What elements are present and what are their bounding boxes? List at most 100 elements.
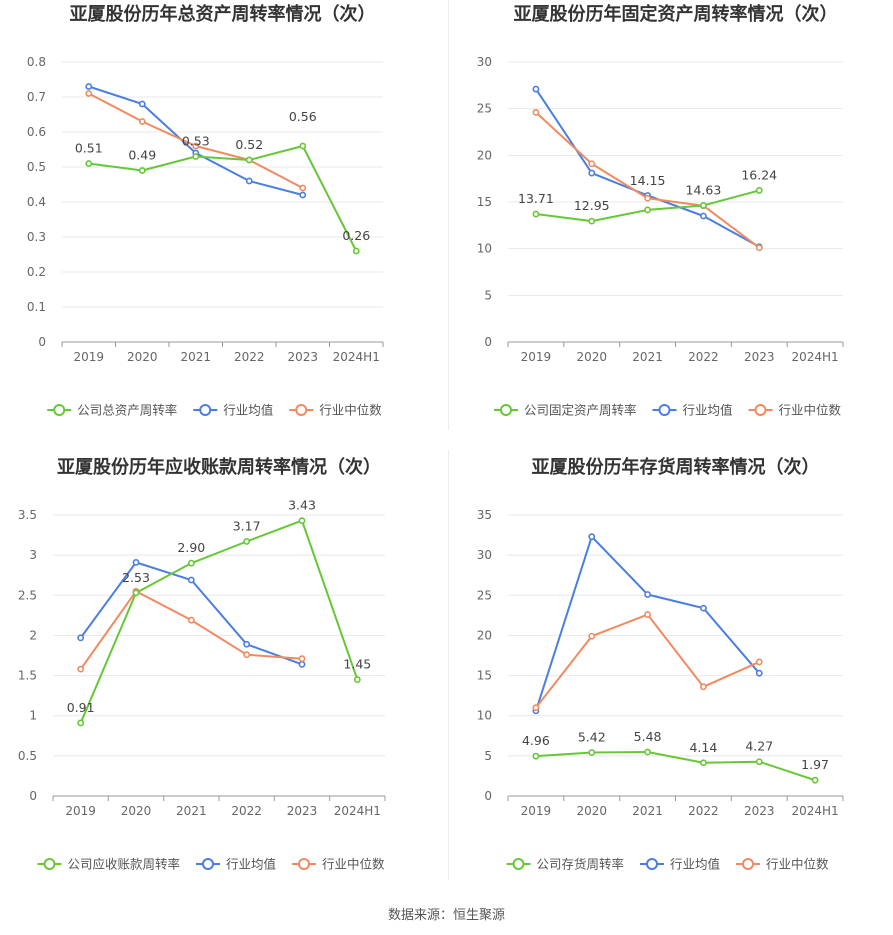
data-point-industry_median[interactable] (532, 704, 540, 712)
data-point-industry_median[interactable] (700, 683, 707, 691)
data-point-industry_median[interactable] (644, 194, 651, 202)
x-tick-label: 2020 (576, 350, 607, 364)
y-tick-label: 5 (484, 749, 492, 763)
data-point-industry_avg[interactable] (644, 591, 651, 598)
legend-label: 行业中位数 (779, 403, 842, 418)
data-label: 0.26 (342, 228, 370, 243)
legend-swatch-marker (202, 858, 214, 870)
y-tick-label: 0.7 (27, 90, 46, 104)
data-point-industry_median[interactable] (755, 658, 763, 666)
data-point-company[interactable] (132, 589, 140, 597)
data-label: 4.96 (522, 733, 550, 748)
data-point-company[interactable] (192, 153, 200, 160)
data-point-industry_median[interactable] (755, 244, 763, 252)
data-label: 14.15 (630, 173, 666, 188)
data-point-company[interactable] (588, 749, 596, 756)
data-point-company[interactable] (243, 538, 251, 545)
data-point-company[interactable] (77, 719, 85, 727)
data-point-company[interactable] (532, 210, 540, 218)
data-point-industry_avg[interactable] (755, 669, 763, 677)
chart-title: 亚厦股份历年固定资产周转率情况（次） (514, 3, 838, 25)
data-point-company[interactable] (811, 776, 819, 784)
data-point-industry_avg[interactable] (132, 558, 140, 566)
data-point-company[interactable] (700, 202, 707, 209)
data-label: 0.52 (235, 137, 263, 152)
data-point-company[interactable] (588, 217, 596, 225)
legend-label: 公司总资产周转率 (77, 403, 177, 418)
data-point-company[interactable] (700, 759, 707, 767)
data-point-industry_avg[interactable] (700, 212, 707, 220)
legend-item-industry_median[interactable]: 行业中位数 (736, 857, 829, 872)
data-label: 0.91 (67, 700, 95, 715)
legend-item-industry_avg[interactable]: 行业均值 (193, 403, 273, 418)
data-point-industry_median[interactable] (85, 90, 93, 97)
y-tick-label: 0.1 (27, 300, 46, 314)
data-point-industry_median[interactable] (299, 184, 307, 192)
data-point-company[interactable] (353, 676, 361, 683)
data-point-industry_median[interactable] (298, 655, 306, 663)
data-point-industry_median[interactable] (644, 611, 651, 618)
data-point-company[interactable] (245, 156, 253, 164)
y-tick-label: 30 (477, 548, 492, 562)
data-point-industry_avg[interactable] (85, 83, 93, 90)
legend-swatch-marker (742, 858, 754, 870)
data-point-company[interactable] (85, 160, 93, 167)
data-point-company[interactable] (644, 748, 651, 756)
legend-item-company[interactable]: 公司存货周转率 (506, 857, 625, 872)
legend-label: 公司固定资产周转率 (524, 403, 637, 418)
x-tick-label: 2021 (632, 350, 663, 364)
legend-item-company[interactable]: 公司固定资产周转率 (494, 403, 637, 418)
data-point-company[interactable] (755, 758, 763, 766)
legend-item-industry_avg[interactable]: 行业均值 (640, 857, 720, 872)
data-point-industry_median[interactable] (187, 616, 195, 624)
chart-svg: 亚厦股份历年存货周转率情况（次） 0 5 10 15 20 25 30 35 2019 2020 20… (477, 456, 844, 872)
legend-item-industry_median[interactable]: 行业中位数 (292, 857, 385, 872)
data-point-industry_median[interactable] (532, 109, 540, 116)
data-point-industry_avg[interactable] (187, 576, 195, 584)
data-point-industry_avg[interactable] (588, 169, 596, 177)
data-point-company[interactable] (299, 142, 307, 150)
legend-label: 行业均值 (226, 857, 276, 872)
data-point-company[interactable] (298, 517, 306, 525)
data-point-company[interactable] (755, 187, 763, 194)
data-label: 0.49 (128, 148, 156, 163)
data-point-company[interactable] (532, 752, 540, 760)
data-point-industry_avg[interactable] (588, 533, 596, 541)
data-point-industry_avg[interactable] (700, 604, 707, 612)
data-point-industry_median[interactable] (192, 142, 200, 150)
data-point-industry_avg[interactable] (299, 191, 307, 199)
data-label: 12.95 (574, 198, 610, 213)
data-point-industry_avg[interactable] (245, 177, 253, 185)
data-label: 3.43 (288, 498, 316, 513)
legend-item-company[interactable]: 公司应收账款周转率 (37, 857, 181, 872)
data-point-industry_median[interactable] (77, 665, 85, 673)
data-label: 0.53 (182, 134, 210, 149)
y-tick-label: 0 (29, 789, 37, 803)
x-tick-label: 2022 (688, 804, 719, 818)
data-point-company[interactable] (644, 206, 651, 214)
data-point-industry_avg[interactable] (243, 640, 251, 648)
data-point-industry_median[interactable] (243, 651, 251, 659)
legend-item-industry_avg[interactable]: 行业均值 (196, 857, 276, 872)
legend-item-industry_median[interactable]: 行业中位数 (289, 403, 382, 418)
chart-title: 亚厦股份历年应收账款周转率情况（次） (57, 456, 381, 478)
x-tick-label: 2020 (121, 804, 152, 818)
chart-total-asset-turnover: 亚厦股份历年总资产周转率情况（次） 0 0.1 0.2 0.3 0.4 0.5 0.6 0.7 0… (0, 0, 448, 430)
legend-item-industry_median[interactable]: 行业中位数 (748, 403, 842, 418)
data-point-industry_median[interactable] (138, 118, 146, 125)
legend-label: 公司存货周转率 (537, 857, 625, 872)
legend-item-industry_avg[interactable]: 行业均值 (652, 403, 733, 418)
data-point-industry_median[interactable] (588, 160, 596, 168)
data-point-industry_median[interactable] (588, 632, 596, 640)
data-point-company[interactable] (352, 247, 360, 255)
legend-swatch-marker (658, 404, 671, 416)
legend-swatch-marker (53, 404, 66, 416)
data-point-company[interactable] (138, 167, 146, 174)
y-tick-label: 0.4 (27, 195, 46, 209)
y-tick-label: 0.2 (27, 265, 46, 279)
data-point-industry_avg[interactable] (77, 634, 85, 642)
data-point-company[interactable] (187, 559, 195, 567)
data-point-industry_avg[interactable] (532, 85, 540, 93)
data-point-industry_avg[interactable] (138, 100, 146, 108)
legend-item-company[interactable]: 公司总资产周转率 (47, 403, 177, 418)
